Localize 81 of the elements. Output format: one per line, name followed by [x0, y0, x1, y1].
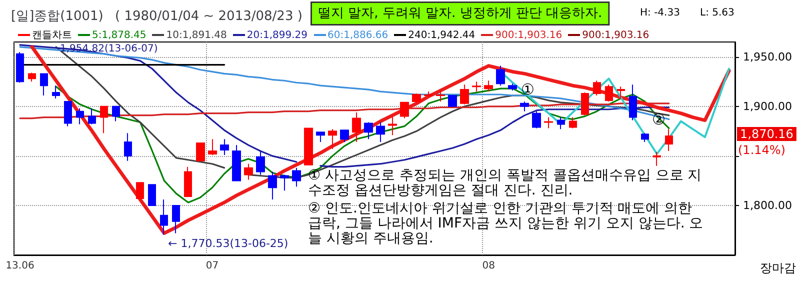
candlestick [629, 84, 637, 121]
candlestick [16, 52, 24, 84]
legend-label: 900:1,903.16 [495, 30, 562, 40]
candlestick [388, 116, 397, 136]
candlestick [304, 128, 313, 166]
text: L: 5.63 [700, 8, 734, 18]
annotation: ① 사고성으로 추정되는 개인의 폭발적 콜옵션매수유입 으로 지수조정 옵션단방향게임은 절대 진다. 진리. [308, 168, 702, 198]
candlestick [472, 81, 481, 92]
text: 장마감 [760, 261, 796, 275]
legend-label: 10:1,891.48 [166, 30, 227, 40]
candlestick [148, 184, 156, 206]
candlestick [605, 84, 613, 102]
candlestick [557, 116, 565, 130]
legend-label: 20:1,899.29 [246, 30, 308, 40]
candlestick [617, 86, 625, 99]
candlestick [340, 130, 349, 143]
text: 떨지 말자, 두려워 말자. 냉정하게 판단 대응하자. [318, 6, 602, 21]
candlestick [581, 92, 589, 116]
candlestick [28, 72, 36, 82]
candlestick [172, 204, 180, 234]
candlestick [112, 106, 120, 122]
candlestick [448, 95, 457, 107]
candlestick [544, 116, 553, 129]
x-tick-label: 07 [206, 260, 219, 272]
candlestick [208, 138, 217, 156]
text: 1,870.16 [740, 127, 794, 141]
candlestick [460, 84, 469, 105]
candlestick [641, 132, 649, 143]
candlestick [316, 132, 325, 143]
chart-title: [일]종합(1001) [11, 9, 104, 24]
x-tick-label: 13.06 [6, 260, 34, 272]
candlestick [484, 80, 493, 92]
annotation: ① [521, 80, 534, 98]
y-tick-label: 1,800.00 [743, 198, 792, 212]
candlestick [76, 108, 84, 125]
candlestick [364, 122, 373, 140]
candlestick [232, 144, 241, 182]
candlestick [160, 199, 168, 236]
candlestick [52, 85, 60, 99]
candlestick [88, 108, 96, 125]
legend-label: 900:1,903.16 [582, 30, 650, 40]
candlestick [653, 151, 661, 166]
candlestick [400, 102, 409, 119]
candlestick [136, 182, 144, 200]
candlestick [292, 167, 301, 188]
y-tick-label: 1,900.00 [743, 100, 792, 113]
chart-subtitle: ( 1980/01/04 ~ 2013/08/23 ) [115, 9, 302, 24]
candlestick [352, 112, 361, 143]
candlestick [184, 166, 192, 198]
legend-label: 캔들차트 [32, 29, 72, 42]
candlestick [280, 174, 289, 192]
candlestick [268, 171, 277, 200]
candlestick [593, 80, 601, 96]
candlestick [376, 122, 385, 143]
candlestick [64, 100, 72, 127]
annotation: ← 1,770.53(13-06-25) [168, 237, 288, 250]
candlestick [508, 83, 517, 92]
legend-label: 240:1,942.44 [408, 30, 476, 40]
candlestick [665, 128, 673, 152]
candlestick [496, 65, 505, 86]
candlestick [532, 110, 541, 129]
candlestick [40, 73, 48, 96]
annotation: ② 인도.인도네시아 위기설로 인한 기관의 투기적 매도에 의한 급락, 그들 나라에서 IMF자금 쓰지 않는한 위기 오지 않는다. 오늘 시황의 주내용임. [308, 200, 704, 246]
candlestick [412, 93, 421, 104]
candlestick [424, 91, 433, 97]
candlestick [196, 142, 205, 162]
candlestick [244, 163, 253, 180]
candlestick [220, 138, 229, 156]
candlestick [256, 150, 265, 176]
text: (1.14%) [738, 143, 786, 157]
candlestick [328, 128, 337, 150]
y-tick-label: 1,950.00 [743, 50, 792, 64]
x-tick-label: 08 [482, 260, 496, 272]
candlestick [124, 132, 132, 162]
candlestick [100, 106, 108, 134]
candlestick [520, 100, 529, 112]
candlestick [569, 116, 577, 129]
text: H: -4.33 [640, 8, 680, 18]
candlestick [436, 90, 445, 102]
legend-label: 5:1,878.45 [92, 30, 146, 40]
legend-label: 60:1,886.66 [328, 30, 388, 40]
